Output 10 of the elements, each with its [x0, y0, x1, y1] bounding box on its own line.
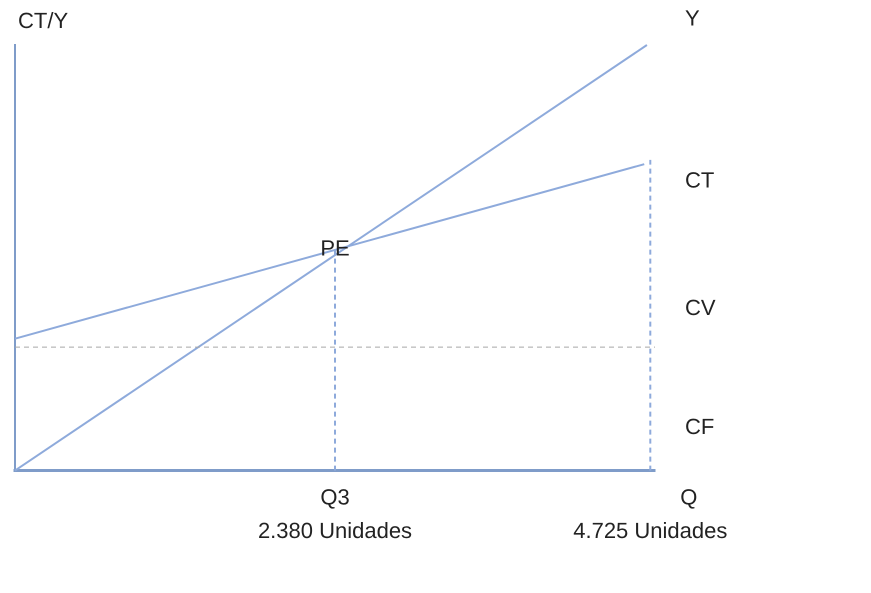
text: CV	[685, 294, 716, 320]
annotation: PE	[320, 235, 350, 260]
text: Q	[680, 484, 698, 510]
text: CT	[685, 167, 714, 192]
text: Y	[685, 6, 700, 31]
text: CF	[685, 414, 714, 440]
x-tick-label: 2.380 Unidades	[258, 518, 412, 543]
y-axis-title: CT/Y	[18, 8, 68, 34]
text: Q3	[320, 484, 350, 510]
x-tick-label: 4.725 Unidades	[573, 518, 728, 543]
